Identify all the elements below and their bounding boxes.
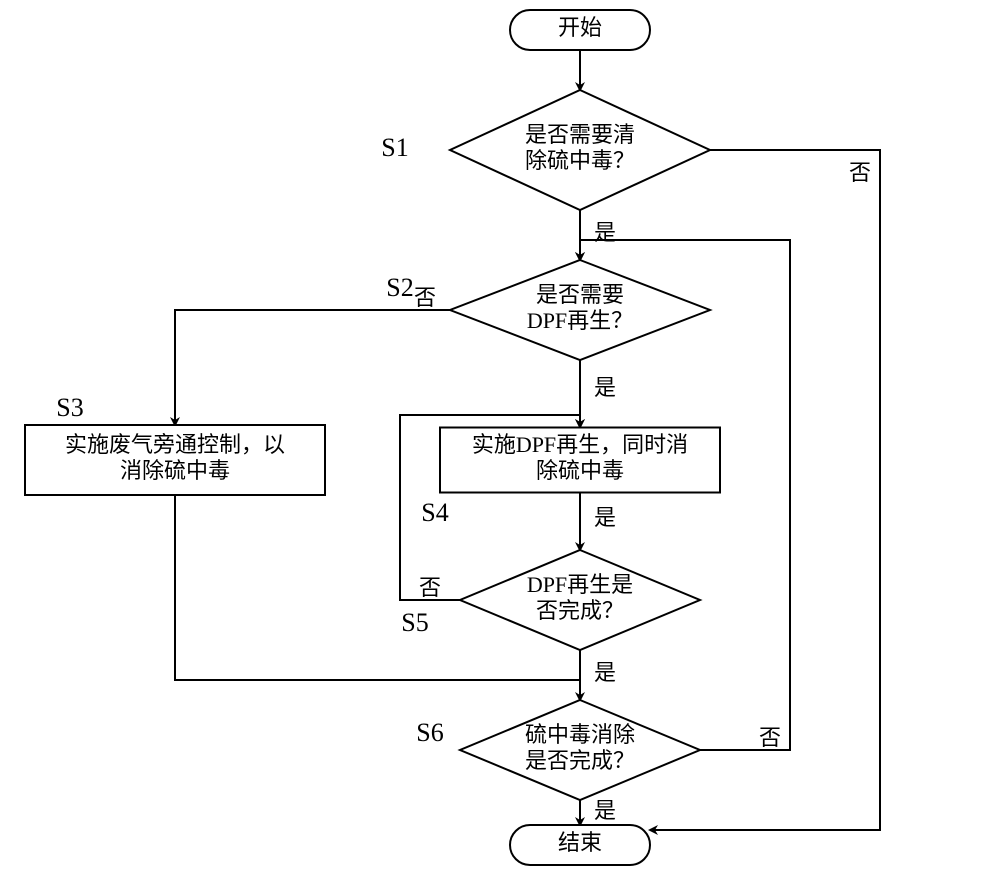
svg-text:DPF再生？: DPF再生？ <box>527 308 633 333</box>
svg-text:否完成？: 否完成？ <box>536 598 624 623</box>
svg-text:S3: S3 <box>56 393 83 422</box>
svg-text:S4: S4 <box>421 498 448 527</box>
svg-text:开始: 开始 <box>558 15 602 40</box>
svg-text:是否需要: 是否需要 <box>536 282 624 307</box>
svg-text:除硫中毒: 除硫中毒 <box>536 458 624 483</box>
svg-text:否: 否 <box>414 285 436 310</box>
svg-text:是: 是 <box>594 220 616 245</box>
svg-text:S2: S2 <box>386 273 413 302</box>
svg-text:除硫中毒？: 除硫中毒？ <box>525 148 635 173</box>
svg-text:硫中毒消除: 硫中毒消除 <box>525 722 635 747</box>
svg-text:否: 否 <box>419 575 441 600</box>
node-end: 结束 <box>510 825 650 865</box>
svg-text:是: 是 <box>594 798 616 823</box>
svg-text:否: 否 <box>759 725 781 750</box>
node-s4: 实施DPF再生，同时消除硫中毒 <box>440 428 720 493</box>
svg-text:实施DPF再生，同时消: 实施DPF再生，同时消 <box>472 432 688 457</box>
node-s6: 硫中毒消除是否完成？ <box>460 700 700 800</box>
node-s3: 实施废气旁通控制，以消除硫中毒 <box>25 425 325 495</box>
svg-text:是: 是 <box>594 375 616 400</box>
node-s1: 是否需要清除硫中毒？ <box>450 90 710 210</box>
svg-text:是否完成？: 是否完成？ <box>525 748 635 773</box>
svg-text:S1: S1 <box>381 133 408 162</box>
svg-text:结束: 结束 <box>558 830 602 855</box>
node-s2: 是否需要DPF再生？ <box>450 260 710 360</box>
node-s5: DPF再生是否完成？ <box>460 550 700 650</box>
svg-text:实施废气旁通控制，以: 实施废气旁通控制，以 <box>65 432 285 457</box>
svg-text:否: 否 <box>849 160 871 185</box>
svg-text:S6: S6 <box>416 718 443 747</box>
node-start: 开始 <box>510 10 650 50</box>
svg-text:是: 是 <box>594 505 616 530</box>
svg-text:消除硫中毒: 消除硫中毒 <box>120 458 230 483</box>
svg-text:是: 是 <box>594 660 616 685</box>
flowchart-svg: 开始是否需要清除硫中毒？ 是否需要DPF再生？ 实施废气旁通控制，以消除硫中毒 实施D… <box>0 0 1000 869</box>
svg-text:S5: S5 <box>401 608 428 637</box>
svg-text:DPF再生是: DPF再生是 <box>527 572 633 597</box>
nodes-layer: 开始是否需要清除硫中毒？ 是否需要DPF再生？ 实施废气旁通控制，以消除硫中毒 实施D… <box>25 10 720 865</box>
svg-text:是否需要清: 是否需要清 <box>525 122 635 147</box>
